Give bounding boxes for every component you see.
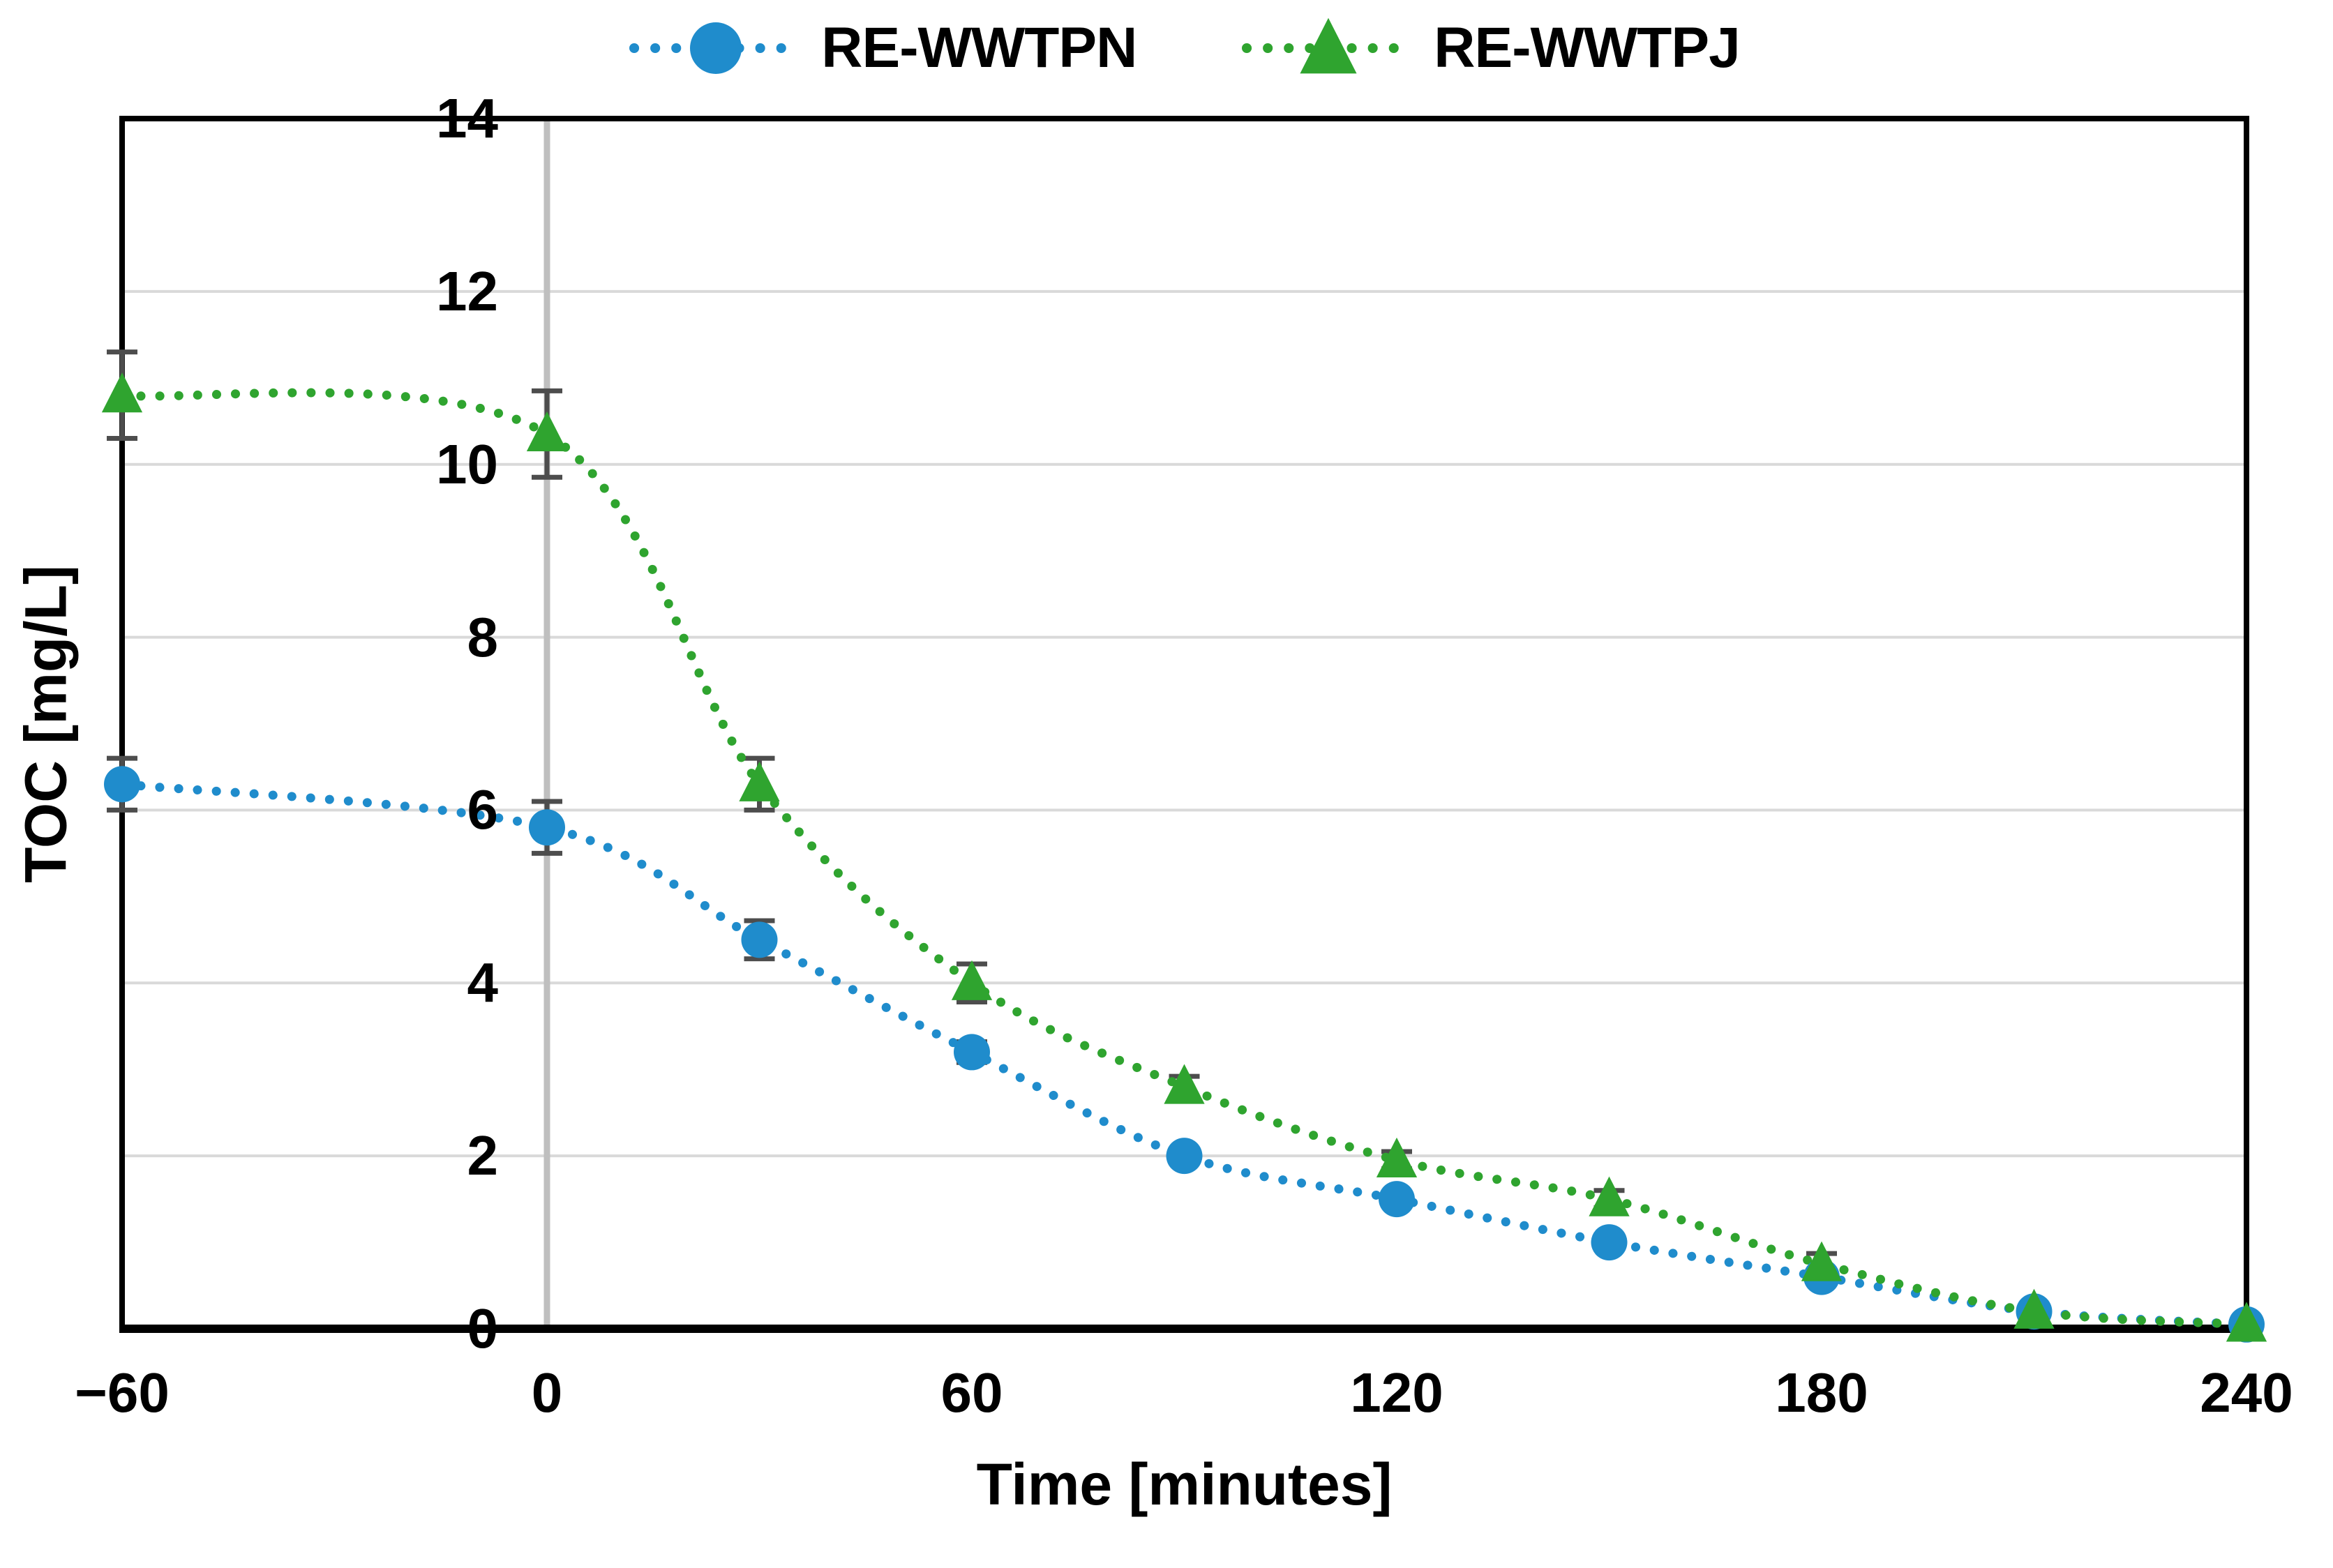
- error-bars-re-wwtpn: [107, 755, 2262, 1329]
- y-tick-label: 0: [467, 1297, 499, 1359]
- legend-label: RE-WWTPN: [821, 16, 1137, 80]
- circle-marker: [1379, 1181, 1415, 1218]
- triangle-marker: [739, 761, 780, 801]
- x-tick-label: 120: [1350, 1362, 1443, 1424]
- x-tick-label: −60: [75, 1362, 170, 1424]
- triangle-marker: [1376, 1137, 1418, 1177]
- circle-dotted-line-icon: [629, 22, 803, 74]
- triangle-marker: [951, 960, 993, 1000]
- x-axis-title: Time [minutes]: [976, 1452, 1393, 1517]
- series-line-re-wwtpj: [117, 388, 2251, 1329]
- circle-marker: [1166, 1138, 1203, 1175]
- circle-marker: [741, 921, 778, 958]
- triangle-marker: [2226, 1302, 2267, 1342]
- series-markers-re-wwtpn: [104, 766, 2265, 1343]
- legend-entry-re-wwtpj: RE-WWTPJ: [1241, 13, 1741, 83]
- circle-marker: [104, 766, 140, 803]
- triangle-marker: [2013, 1288, 2055, 1329]
- y-tick-label: 6: [467, 778, 499, 841]
- triangle-marker: [1589, 1176, 1630, 1216]
- series-line-re-wwtpn: [117, 779, 2251, 1329]
- series-markers-re-wwtpj: [101, 372, 2267, 1342]
- y-axis-title: TOC [mg/L]: [13, 564, 79, 883]
- y-tick-label: 10: [436, 432, 498, 495]
- legend-label: RE-WWTPJ: [1434, 16, 1740, 80]
- legend: RE-WWTPN RE-WWTPJ: [122, 10, 2246, 86]
- circle-marker: [954, 1034, 990, 1071]
- triangle-marker: [526, 411, 568, 451]
- y-tick-label: 2: [467, 1124, 499, 1187]
- y-tick-label: 14: [436, 87, 498, 149]
- legend-entry-re-wwtpn: RE-WWTPN: [629, 13, 1137, 83]
- y-tick-label: 4: [467, 951, 499, 1014]
- triangle-marker: [101, 372, 143, 413]
- circle-marker: [1591, 1224, 1628, 1261]
- y-tick-label: 8: [467, 605, 499, 668]
- triangle-dotted-line-icon: [1242, 17, 1416, 74]
- x-tick-label: 60: [940, 1362, 1003, 1424]
- gridlines: [122, 289, 2246, 1158]
- triangle-marker: [1801, 1241, 1843, 1281]
- x-tick-label: 180: [1775, 1362, 1868, 1424]
- y-tick-label: 12: [436, 259, 498, 322]
- x-tick-label: 240: [2200, 1362, 2293, 1424]
- x-tick-label: 0: [531, 1362, 563, 1424]
- triangle-marker: [1164, 1064, 1205, 1104]
- circle-marker: [529, 809, 565, 846]
